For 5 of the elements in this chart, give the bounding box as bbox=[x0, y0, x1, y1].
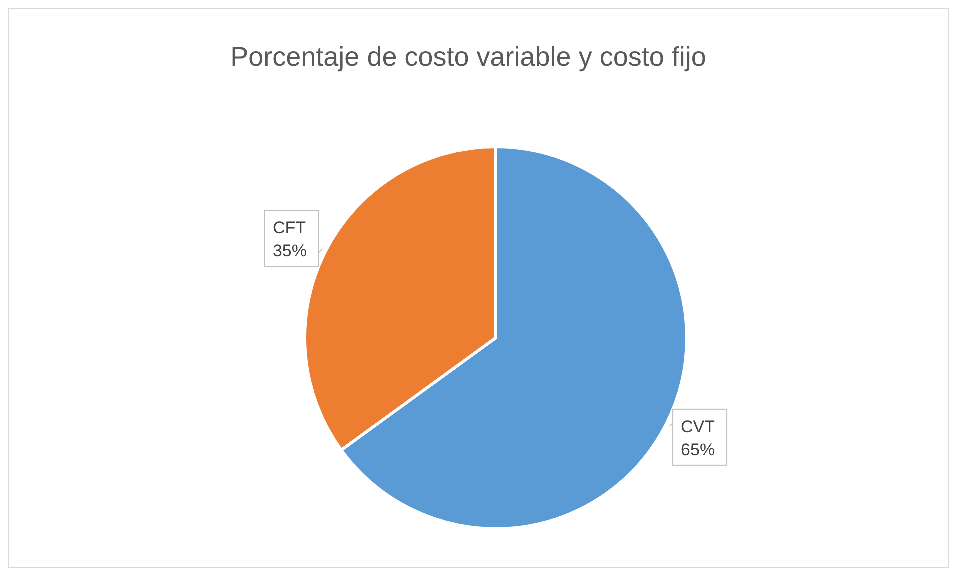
chart-title: Porcentaje de costo variable y costo fijo bbox=[230, 42, 706, 72]
data-label: 35% bbox=[272, 242, 307, 261]
slice-label: CFT bbox=[272, 218, 306, 238]
data-label: 65% bbox=[681, 440, 716, 460]
slice-label: CVT bbox=[681, 417, 716, 436]
